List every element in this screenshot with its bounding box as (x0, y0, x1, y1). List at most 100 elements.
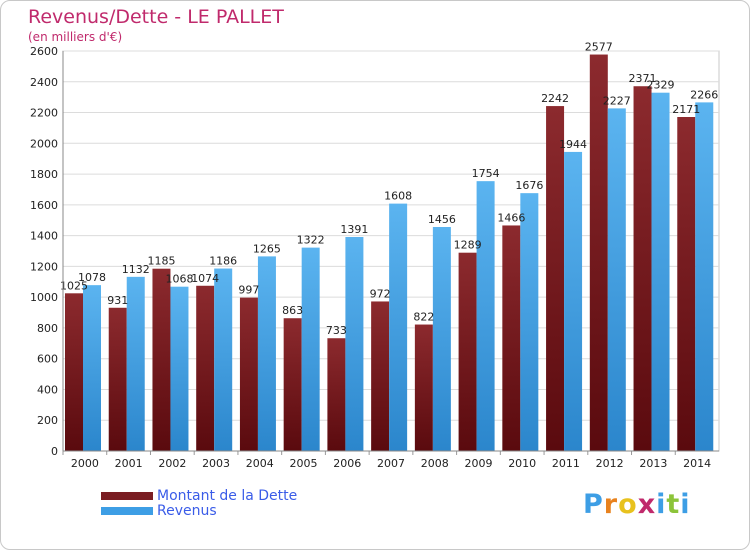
data-label-debt: 1466 (497, 211, 525, 224)
y-tick-label: 800 (37, 322, 58, 335)
x-tick-label: 2007 (377, 457, 405, 470)
data-label-debt: 822 (413, 311, 434, 324)
logo-letter: i (656, 489, 667, 520)
x-tick-label: 2004 (246, 457, 274, 470)
y-tick-label: 2000 (30, 137, 58, 150)
data-label-debt: 1025 (60, 279, 88, 292)
x-tick-label: 2001 (115, 457, 143, 470)
data-label-debt: 733 (326, 324, 347, 337)
data-label-revenus: 2227 (603, 94, 631, 107)
bar-debt (196, 285, 215, 451)
bar-revenus (389, 203, 408, 451)
x-tick-label: 2006 (333, 457, 361, 470)
y-tick-label: 1600 (30, 199, 58, 212)
data-label-debt: 2171 (672, 103, 700, 116)
data-label-revenus: 1944 (559, 138, 587, 151)
x-tick-label: 2013 (639, 457, 667, 470)
y-tick-label: 600 (37, 353, 58, 366)
bar-revenus (214, 268, 233, 451)
axis-layer: 0 200 400 600 800 1000 1200 1400 1600 1800 2000 220… (30, 45, 719, 470)
data-label-revenus: 1265 (253, 242, 281, 255)
bar-revenus (257, 256, 276, 451)
legend-label-revenus: Revenus (157, 502, 217, 519)
x-tick-label: 2005 (290, 457, 318, 470)
logo-letter: o (618, 489, 638, 520)
bar-debt (677, 117, 696, 451)
y-tick-label: 1400 (30, 230, 58, 243)
chart-title: Revenus/Dette - LE PALLET (28, 6, 284, 28)
x-tick-label: 2003 (202, 457, 230, 470)
bar-debt (65, 293, 83, 451)
bar-debt (546, 106, 565, 452)
logo-letter: t (666, 489, 681, 520)
bar-revenus (432, 227, 451, 451)
proxiti-logo: Proxiti (583, 489, 691, 520)
logo-letter: i (680, 489, 691, 520)
data-label-debt: 2577 (585, 41, 613, 54)
y-tick-label: 0 (51, 445, 58, 458)
bar-debt (633, 86, 652, 451)
y-tick-label: 200 (37, 414, 58, 427)
bar-revenus (607, 108, 626, 451)
y-tick-label: 2400 (30, 76, 58, 89)
data-label-debt: 931 (107, 294, 128, 307)
bar-debt (152, 268, 171, 451)
x-tick-label: 2002 (158, 457, 186, 470)
bar-debt (589, 54, 608, 452)
bar-debt (458, 252, 477, 451)
bar-revenus (520, 193, 539, 451)
data-label-debt: 997 (238, 284, 259, 297)
data-label-revenus: 1608 (384, 190, 412, 203)
bar-revenus (564, 151, 583, 451)
data-label-revenus: 1186 (209, 255, 237, 268)
bar-debt (371, 301, 390, 451)
data-label-revenus: 2266 (690, 88, 718, 101)
y-tick-label: 1200 (30, 260, 58, 273)
legend-item-debt: Montant de la Dette (101, 487, 298, 504)
data-label-debt: 2371 (629, 72, 657, 85)
y-tick-label: 1000 (30, 291, 58, 304)
bar-revenus (476, 181, 495, 451)
data-label-revenus: 1132 (122, 263, 150, 276)
bar-revenus (651, 92, 670, 451)
bar-revenus (695, 102, 714, 451)
bar-revenus (83, 285, 101, 451)
data-label-debt: 972 (370, 287, 391, 300)
chart-subtitle: (en milliers d'€) (28, 30, 123, 44)
legend: Montant de la Dette Revenus (101, 487, 298, 519)
data-label-revenus: 1391 (340, 223, 368, 236)
bar-debt (327, 338, 346, 451)
legend-swatch-revenus (101, 506, 153, 515)
data-label-revenus: 1078 (78, 271, 106, 284)
y-tick-label: 2200 (30, 107, 58, 120)
bar-debt (239, 297, 258, 451)
bar-revenus (301, 247, 320, 451)
bar-debt (283, 318, 302, 451)
data-label-revenus: 1754 (472, 167, 500, 180)
data-label-debt: 1289 (454, 239, 482, 252)
x-tick-label: 2012 (596, 457, 624, 470)
legend-swatch-debt (101, 491, 153, 500)
data-label-revenus: 1676 (515, 179, 543, 192)
logo-letter: P (583, 489, 604, 520)
x-tick-label: 2009 (464, 457, 492, 470)
data-label-revenus: 2329 (647, 79, 675, 92)
legend-label-debt: Montant de la Dette (157, 487, 298, 504)
x-tick-label: 2008 (421, 457, 449, 470)
x-tick-label: 2014 (683, 457, 711, 470)
x-tick-label: 2000 (71, 457, 99, 470)
bar-revenus (126, 276, 145, 451)
legend-item-revenus: Revenus (101, 502, 297, 519)
y-tick-label: 1800 (30, 168, 58, 181)
y-tick-label: 2600 (30, 45, 58, 58)
data-label-revenus: 1068 (165, 273, 193, 286)
bar-revenus (345, 237, 364, 451)
bar-debt (502, 225, 521, 451)
data-label-revenus: 1322 (297, 234, 325, 247)
x-tick-label: 2011 (552, 457, 580, 470)
data-label-debt: 863 (282, 304, 303, 317)
data-label-debt: 1185 (147, 255, 175, 268)
